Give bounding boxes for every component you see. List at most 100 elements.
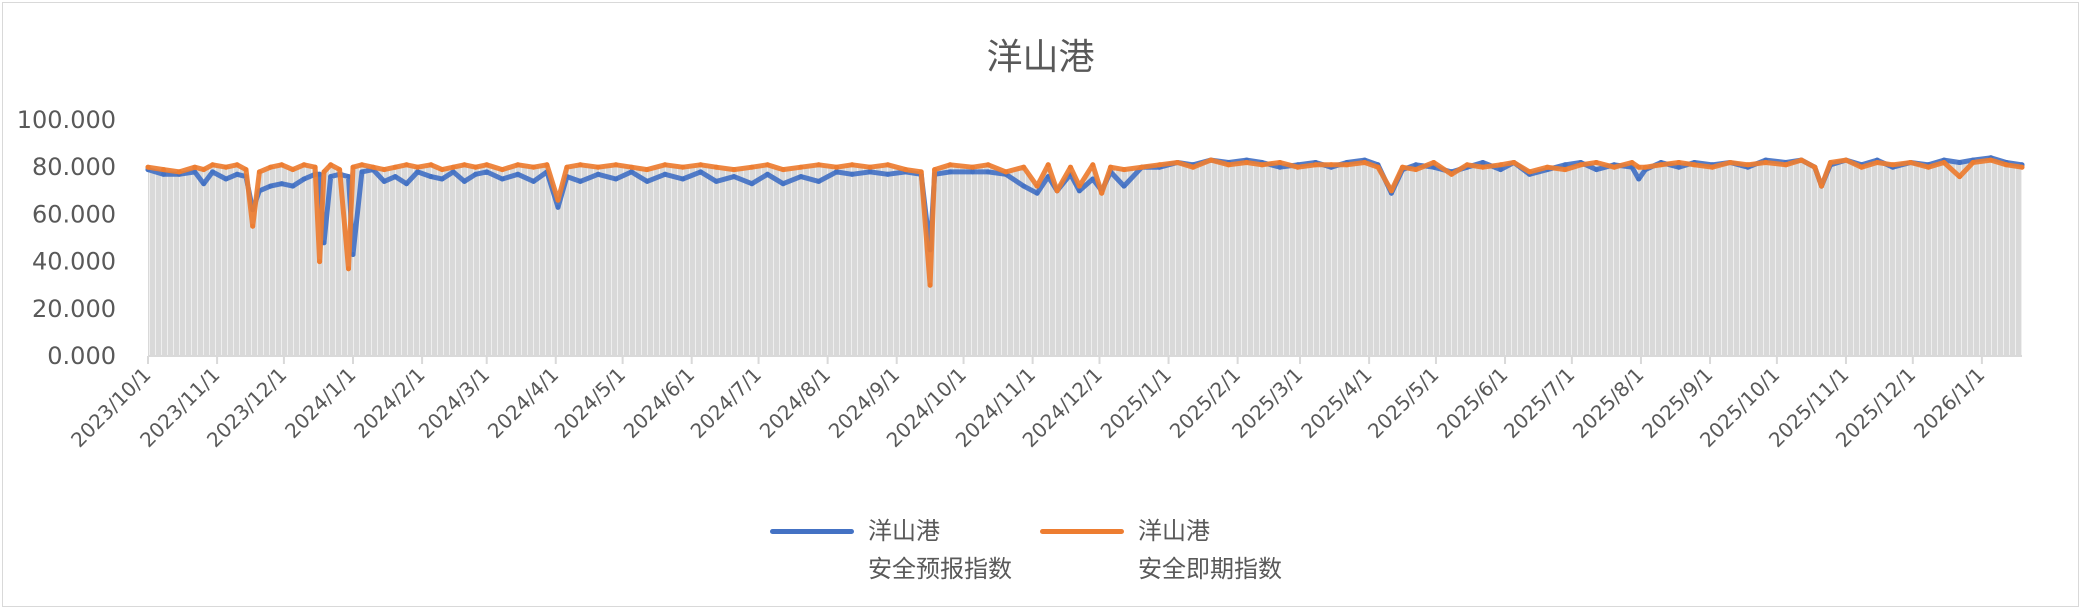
data-point-forecast <box>1636 176 1642 182</box>
data-point-forecast <box>531 178 536 184</box>
data-point-realtime <box>2003 162 2009 168</box>
data-point-realtime <box>1658 162 1664 168</box>
data-point-forecast <box>484 169 490 175</box>
data-point-realtime <box>903 167 909 173</box>
data-point-realtime <box>1578 162 1584 168</box>
x-tick-label: 2024/3/1 <box>414 363 494 443</box>
data-point-realtime <box>1925 164 1931 170</box>
x-tick-label: 2024/8/1 <box>755 363 835 443</box>
y-tick-label: 40.000 <box>32 248 116 276</box>
data-point-realtime <box>1054 188 1060 194</box>
legend-label-realtime-line1: 洋山港 <box>1138 517 1210 545</box>
data-point-realtime <box>337 167 343 173</box>
data-point-realtime <box>223 164 229 170</box>
data-point-forecast <box>970 169 975 175</box>
x-tick-label: 2025/1/1 <box>1096 363 1176 443</box>
data-point-realtime <box>461 162 467 168</box>
data-point-realtime <box>629 164 634 170</box>
data-point-realtime <box>317 259 323 265</box>
data-point-forecast <box>290 183 296 189</box>
data-point-realtime <box>1021 164 1027 170</box>
data-point-forecast <box>749 181 755 187</box>
data-point-realtime <box>1745 162 1751 168</box>
legend-swatch-realtime <box>1040 529 1124 534</box>
legend-label-forecast-line2: 安全预报指数 <box>868 555 1012 583</box>
x-tick-label: 2025/5/1 <box>1363 363 1443 443</box>
data-point-realtime <box>279 162 285 168</box>
data-point-forecast <box>234 171 240 177</box>
data-point-realtime <box>1226 162 1232 168</box>
data-point-realtime <box>301 162 307 168</box>
data-point-forecast <box>1676 164 1682 170</box>
data-point-realtime <box>321 169 327 175</box>
data-point-forecast <box>392 174 398 180</box>
legend-label-realtime-line2: 安全即期指数 <box>1138 555 1282 583</box>
data-point-forecast <box>1498 167 1504 173</box>
data-point-forecast <box>415 169 421 175</box>
data-point-realtime <box>243 167 249 173</box>
data-point-realtime <box>927 282 933 288</box>
data-point-realtime <box>1277 160 1283 165</box>
data-point-realtime <box>1941 160 1947 165</box>
data-point-realtime <box>1988 157 1994 163</box>
data-point-realtime <box>290 167 296 173</box>
data-point-realtime <box>1400 164 1405 170</box>
data-point-realtime <box>346 266 351 272</box>
data-point-realtime <box>885 162 891 168</box>
data-point-realtime <box>816 162 822 168</box>
data-point-forecast <box>698 169 704 175</box>
y-tick-label: 0.000 <box>47 342 116 370</box>
data-point-realtime <box>499 167 505 173</box>
data-point-realtime <box>970 164 975 170</box>
data-point-realtime <box>1208 157 1214 163</box>
data-point-forecast <box>404 181 409 187</box>
data-point-realtime <box>698 162 704 168</box>
data-point-forecast <box>1593 167 1599 173</box>
y-tick-label: 100.000 <box>17 106 116 134</box>
data-point-realtime <box>161 167 167 173</box>
data-point-forecast <box>1957 160 1963 165</box>
data-point-forecast <box>1121 183 1127 189</box>
legend-label-forecast-line1: 洋山港 <box>868 517 940 545</box>
data-point-realtime <box>1090 162 1096 168</box>
data-point-forecast <box>210 169 216 175</box>
data-point-realtime <box>577 162 583 168</box>
data-point-realtime <box>595 164 601 170</box>
data-point-realtime <box>849 162 855 168</box>
data-point-realtime <box>544 162 550 168</box>
data-point-realtime <box>867 164 873 170</box>
data-point-realtime <box>268 164 274 170</box>
data-point-realtime <box>1957 174 1963 180</box>
data-point-realtime <box>381 167 387 173</box>
data-point-realtime <box>731 167 737 173</box>
data-point-forecast <box>765 171 770 177</box>
data-point-realtime <box>1121 167 1127 173</box>
data-point-realtime <box>1727 160 1733 165</box>
data-point-realtime <box>1498 162 1504 168</box>
data-point-realtime <box>555 197 561 203</box>
data-point-forecast <box>985 169 991 175</box>
data-point-forecast <box>629 169 634 175</box>
data-point-realtime <box>439 167 445 173</box>
data-point-realtime <box>145 164 151 170</box>
data-point-realtime <box>932 167 938 173</box>
data-point-realtime <box>1511 160 1517 165</box>
data-point-realtime <box>834 164 839 170</box>
data-point-realtime <box>2019 164 2025 170</box>
data-point-forecast <box>359 169 365 175</box>
data-point-realtime <box>1344 162 1350 168</box>
data-point-forecast <box>867 169 873 175</box>
data-point-realtime <box>644 167 650 173</box>
data-point-forecast <box>279 181 285 187</box>
data-point-realtime <box>1593 160 1599 165</box>
data-point-forecast <box>885 171 891 177</box>
data-point-realtime <box>1003 169 1009 175</box>
data-point-forecast <box>680 176 686 182</box>
data-point-realtime <box>404 162 409 168</box>
data-point-realtime <box>473 164 479 170</box>
data-point-forecast <box>1090 176 1096 182</box>
data-point-realtime <box>1157 162 1163 168</box>
data-point-realtime <box>1375 164 1381 170</box>
data-point-forecast <box>473 171 479 177</box>
